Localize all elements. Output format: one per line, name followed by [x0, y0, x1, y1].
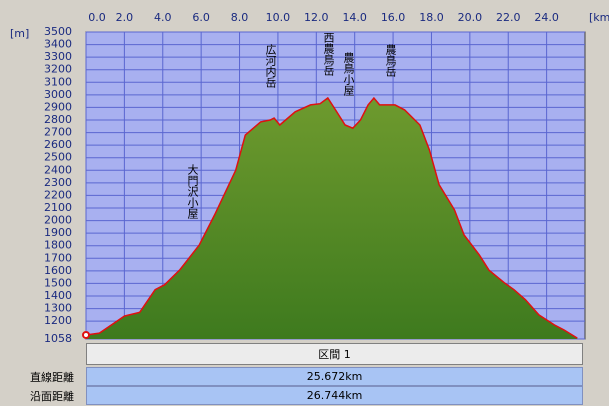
x-tick-label: 22.0 [496, 11, 521, 24]
y-tick-label: 2000 [44, 214, 72, 227]
x-tick-label: 14.0 [342, 11, 367, 24]
x-tick-label: 4.0 [154, 11, 172, 24]
y-tick-label: 3000 [44, 88, 72, 101]
peak-label: 大門沢小屋 [186, 164, 199, 219]
x-tick-label: 0.0 [88, 11, 106, 24]
area [86, 98, 578, 339]
x-tick-label: 18.0 [419, 11, 444, 24]
y-tick-label: 2800 [44, 113, 72, 126]
x-tick-label: 20.0 [458, 11, 483, 24]
row-label: 直線距離 [30, 370, 74, 384]
y-tick-label: 1700 [44, 251, 72, 264]
y-tick-label: 3500 [44, 25, 72, 38]
table-header: 区間 1 [86, 343, 583, 365]
y-tick-label: 2900 [44, 100, 72, 113]
peak-label: 西農鳥岳 [322, 32, 335, 76]
x-tick-label: 6.0 [192, 11, 210, 24]
x-tick-label: 8.0 [231, 11, 249, 24]
y-tick-label: 3300 [44, 50, 72, 63]
x-tick-label: 2.0 [116, 11, 134, 24]
y-tick-label: 2400 [44, 163, 72, 176]
y-tick-label: 1200 [44, 314, 72, 327]
y-tick-label: 1400 [44, 289, 72, 302]
peak-label: 農鳥小屋 [342, 52, 355, 96]
y-unit: [m] [10, 27, 29, 40]
row-value: 26.744km [86, 386, 583, 405]
peak-label: 広河内岳 [264, 44, 277, 88]
y-tick-label: 3400 [44, 38, 72, 51]
x-tick-label: 10.0 [266, 11, 291, 24]
y-tick-label: 1058 [44, 332, 72, 342]
y-tick-label: 1300 [44, 302, 72, 315]
y-tick-label: 2300 [44, 176, 72, 189]
peak-label: 農鳥岳 [384, 44, 397, 77]
row-label: 沿面距離 [30, 389, 74, 403]
y-tick-label: 2200 [44, 188, 72, 201]
y-tick-label: 2500 [44, 151, 72, 164]
start-point [82, 330, 90, 339]
y-tick-label: 2600 [44, 138, 72, 151]
line [85, 96, 578, 339]
x-unit: [km] [589, 11, 609, 24]
y-tick-label: 2100 [44, 201, 72, 214]
y-tick-label: 3100 [44, 75, 72, 88]
y-tick-label: 1800 [44, 239, 72, 252]
y-tick-label: 1500 [44, 276, 72, 289]
y-tick-label: 3200 [44, 63, 72, 76]
x-tick-label: 24.0 [534, 11, 559, 24]
y-tick-label: 1900 [44, 226, 72, 239]
y-tick-label: 1600 [44, 264, 72, 277]
x-tick-label: 12.0 [304, 11, 329, 24]
y-tick-label: 2700 [44, 126, 72, 139]
chart: [m] [km] 1058 120013001400150016001700180… [10, 11, 609, 342]
row-value: 25.672km [86, 367, 583, 386]
x-tick-label: 16.0 [381, 11, 406, 24]
